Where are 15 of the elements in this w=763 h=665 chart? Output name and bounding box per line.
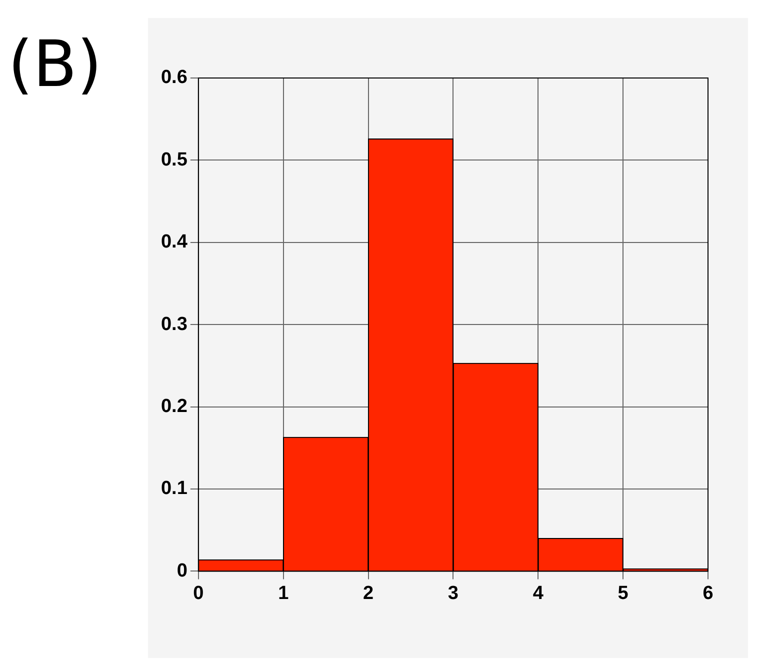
x-tick-label: 2 — [362, 582, 374, 604]
x-tick-label: 3 — [448, 582, 458, 604]
x-tick-label: 1 — [278, 582, 290, 604]
y-tick-label: 0 — [176, 560, 188, 582]
y-tick-label: 0.2 — [160, 396, 188, 418]
y-tick-label: 0.5 — [160, 149, 188, 170]
x-tick-label: 6 — [702, 582, 714, 604]
x-tick-label: 5 — [618, 582, 629, 604]
chart-title: (B) — [8, 28, 102, 102]
y-tick-label: 0.6 — [160, 67, 188, 88]
x-tick-label: 0 — [193, 582, 204, 604]
y-tick-label: 0.1 — [160, 478, 188, 500]
x-tick-label: 4 — [532, 582, 544, 604]
y-tick-label: 0.4 — [160, 232, 188, 253]
y-tick-label: 0.3 — [160, 314, 188, 335]
